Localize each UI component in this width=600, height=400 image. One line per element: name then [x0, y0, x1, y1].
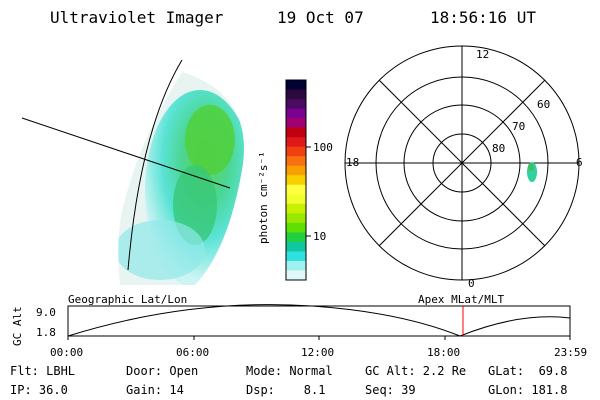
colorbar-frame [285, 79, 307, 281]
time-tick-4: 23:59 [554, 346, 588, 359]
timeline-axis-label: GC Alt [11, 306, 24, 346]
timeline-left-title: Geographic Lat/Lon [68, 293, 188, 306]
info-glon: GLon: 181.8 [488, 383, 568, 397]
geo-latitude-line [127, 59, 183, 271]
info-glat: GLat: 69.8 [488, 364, 568, 378]
info-dsp: Dsp: 8.1 [246, 383, 326, 397]
colorbar-segment [286, 127, 306, 138]
polar-plot [344, 45, 580, 281]
colorbar-segment [286, 203, 306, 214]
info-seq: Seq: 39 [365, 383, 416, 397]
geo-meridian-line [21, 117, 231, 189]
colorbar-segment [286, 89, 306, 100]
colorbar-segment [286, 118, 306, 129]
mlt-label-12: 12 [476, 48, 490, 61]
timeline-ytick-top: 9.0 [36, 306, 56, 319]
mlt-label-0: 0 [468, 277, 475, 290]
colorbar-segment [286, 156, 306, 167]
time-tick-3: 18:00 [427, 346, 461, 359]
colorbar-segment [286, 165, 306, 176]
info-ip: IP: 36.0 [10, 383, 68, 397]
colorbar-segment [286, 175, 306, 186]
info-door: Door: Open [126, 364, 199, 378]
colorbar-segment [286, 137, 306, 148]
colorbar-segment [286, 270, 306, 281]
timeline-ytick-bottom: 1.8 [36, 326, 56, 339]
polar-aurora-core [528, 163, 534, 171]
info-mode: Mode: Normal [246, 364, 333, 378]
time-tick-2: 12:00 [301, 346, 335, 359]
colorbar-segment [286, 108, 306, 119]
colorbar-tick-10: 10 [313, 230, 327, 243]
colorbar-segment [286, 260, 306, 271]
colorbar-segment [286, 222, 306, 233]
colorbar-segment [286, 232, 306, 243]
timeline-plot [67, 304, 571, 340]
colorbar [285, 79, 307, 281]
colorbar-segment [286, 146, 306, 157]
time-tick-1: 06:00 [176, 346, 210, 359]
colorbar-segment [286, 99, 306, 110]
instrument-title: Ultraviolet Imager [50, 8, 224, 27]
info-gain: Gain: 14 [126, 383, 184, 397]
colorbar-tick-100: 100 [313, 141, 333, 154]
lat-label-60: 60 [537, 98, 551, 111]
altitude-curve [67, 304, 571, 337]
header-time: 18:56:16 UT [430, 8, 536, 27]
colorbar-unit-label: photon cm⁻²s⁻¹ [257, 151, 270, 244]
colorbar-segment [286, 241, 306, 252]
colorbar-segment [286, 184, 306, 195]
time-tick-0: 00:00 [50, 346, 84, 359]
colorbar-segment [286, 194, 306, 205]
colorbar-segment [286, 251, 306, 262]
lat-label-70: 70 [512, 120, 526, 133]
polar-diagonal-2 [378, 79, 546, 247]
info-filter: Flt: LBHL [10, 364, 76, 378]
header-date: 19 Oct 07 [277, 8, 364, 27]
colorbar-segment [286, 213, 306, 224]
timeline-right-title: Apex MLat/MLT [418, 293, 505, 306]
info-gc-alt: GC Alt: 2.2 Re [365, 364, 467, 378]
colorbar-segment [286, 80, 306, 91]
uv-image [21, 59, 244, 285]
mlt-label-18: 18 [346, 156, 360, 169]
mlt-label-6: 6 [576, 156, 583, 169]
lat-label-80: 80 [492, 142, 506, 155]
